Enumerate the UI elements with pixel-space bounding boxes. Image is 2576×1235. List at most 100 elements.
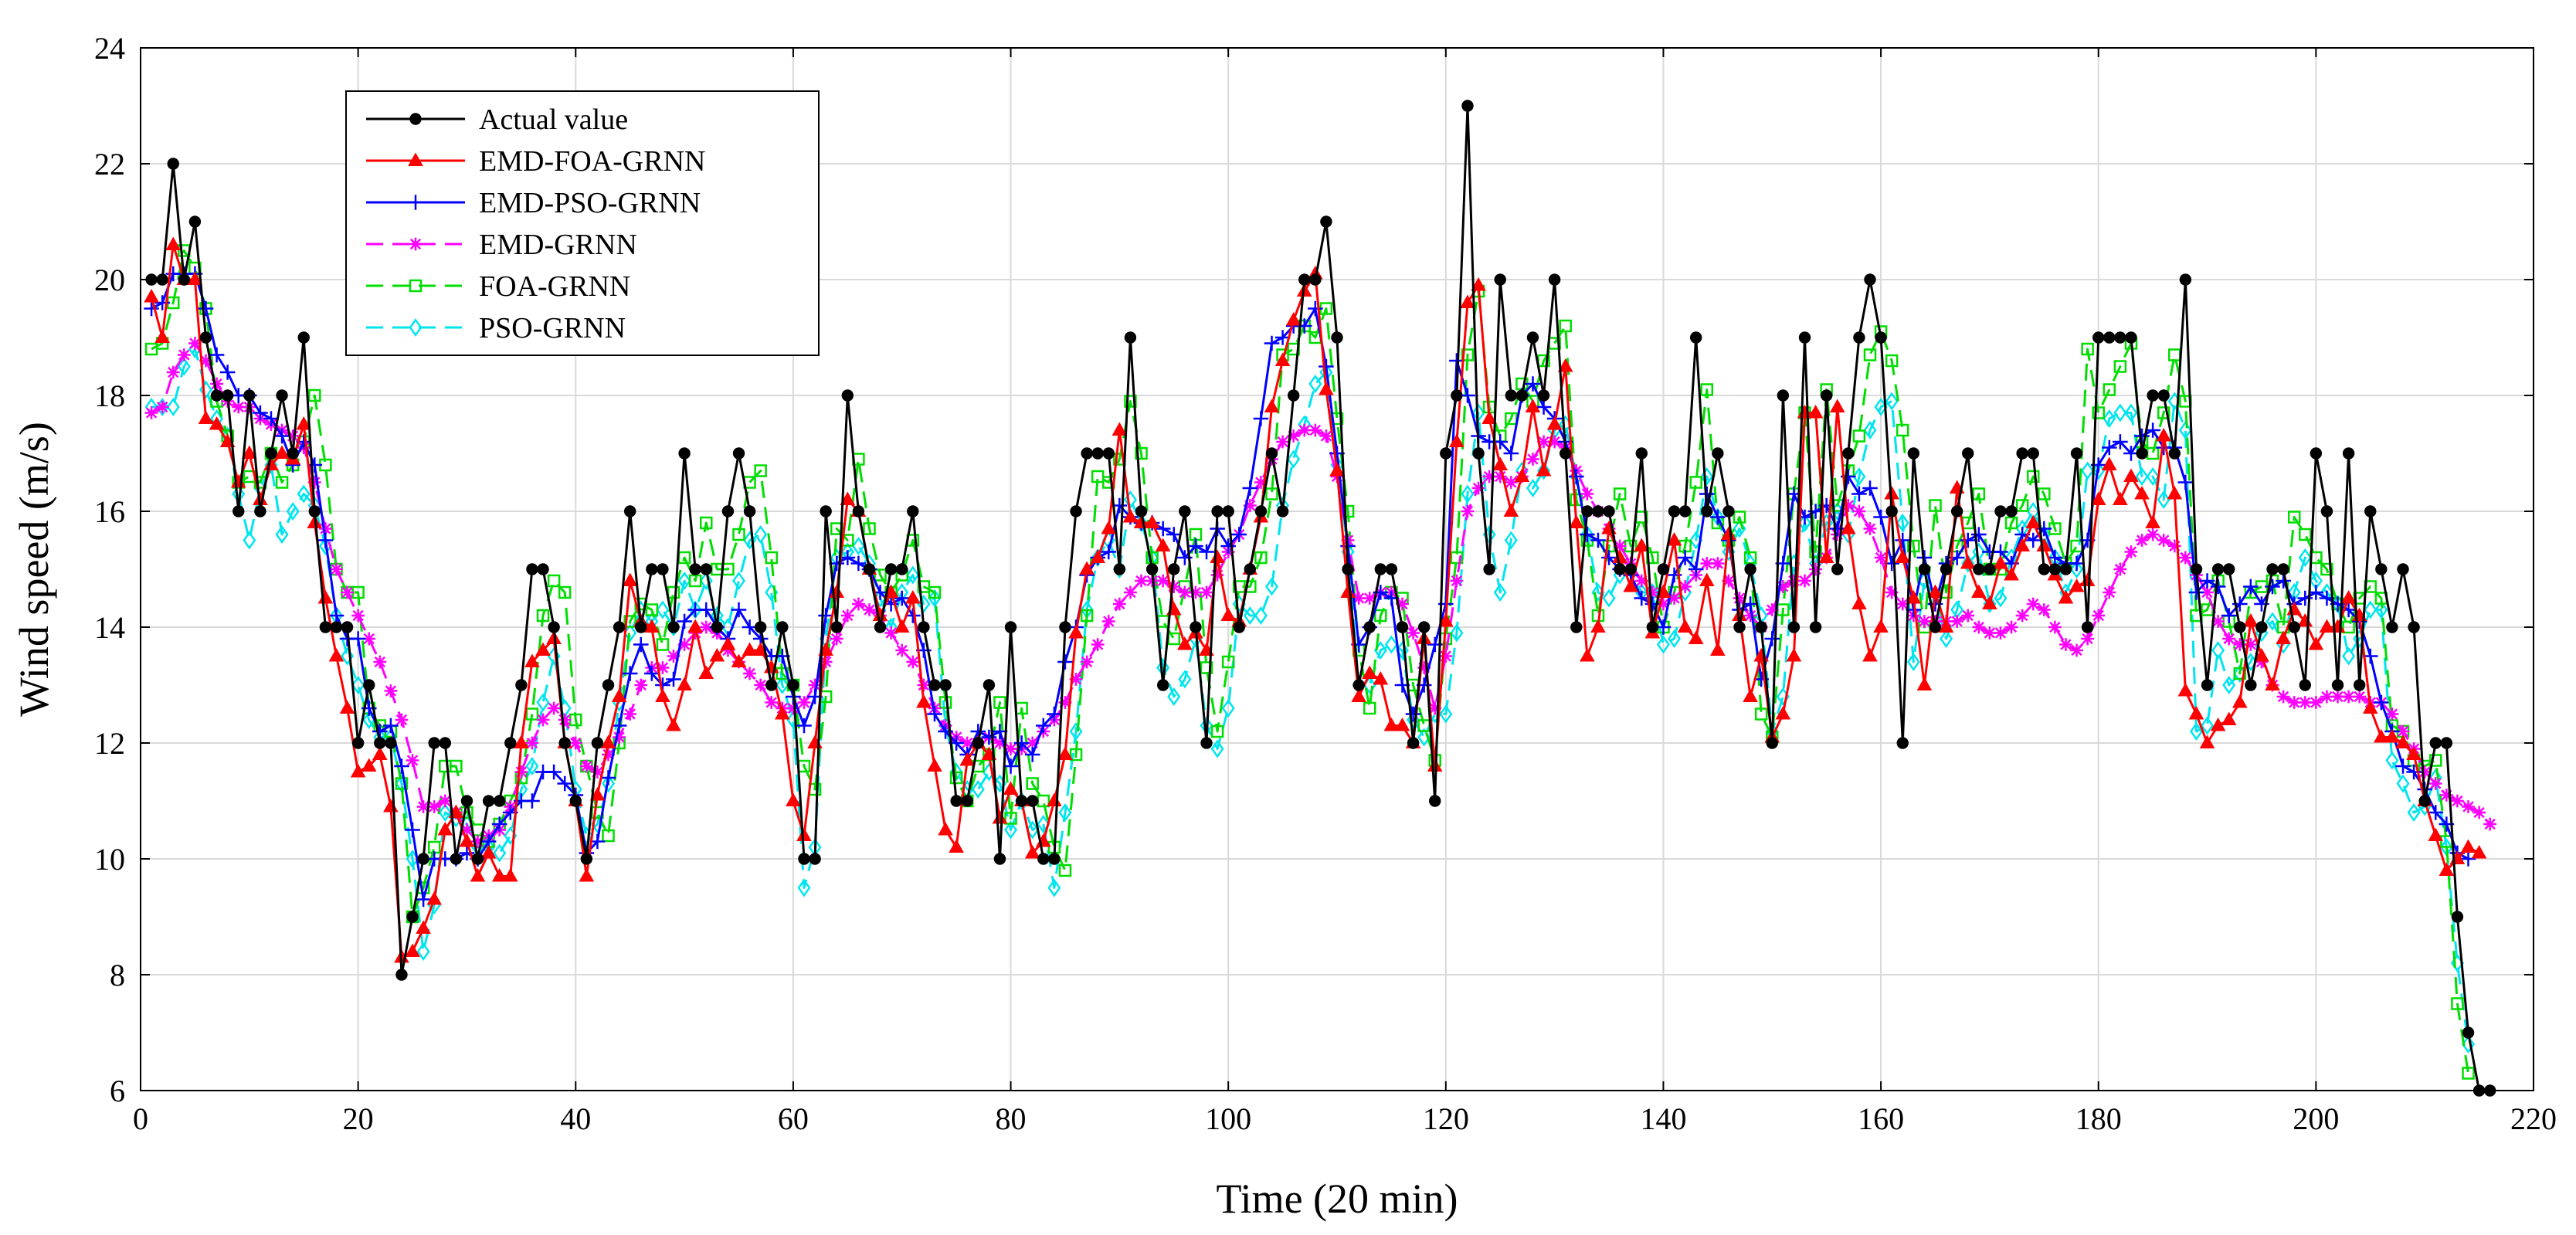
- data-point: [2342, 447, 2355, 460]
- data-point: [2090, 491, 2106, 505]
- data-point: [1614, 563, 1626, 575]
- data-point: [905, 608, 921, 623]
- data-point: [536, 693, 550, 712]
- data-point: [2092, 406, 2105, 419]
- data-point: [884, 626, 898, 640]
- data-point: [319, 621, 332, 633]
- data-point: [1896, 737, 1909, 749]
- data-point: [993, 696, 1006, 709]
- data-point: [395, 777, 409, 790]
- data-point: [798, 853, 810, 865]
- data-point: [1560, 447, 1572, 460]
- data-point: [634, 678, 648, 692]
- data-point: [1906, 590, 1922, 604]
- data-point: [2147, 389, 2159, 402]
- data-point: [1612, 549, 1627, 563]
- legend-label: EMD-FOA-GRNN: [479, 145, 705, 178]
- data-point: [482, 795, 495, 807]
- data-point: [580, 853, 593, 865]
- data-point: [416, 800, 430, 813]
- data-point: [2026, 597, 2040, 611]
- data-point: [275, 525, 289, 544]
- data-point: [1101, 521, 1117, 534]
- data-point: [1732, 607, 1747, 621]
- data-point: [1504, 476, 1518, 489]
- data-point: [1080, 655, 1094, 669]
- data-point: [1135, 446, 1148, 460]
- data-point: [1852, 429, 1866, 443]
- data-point: [613, 731, 626, 744]
- data-point: [493, 843, 507, 863]
- data-point: [2308, 585, 2324, 600]
- data-point: [1287, 450, 1301, 469]
- data-point: [383, 799, 399, 813]
- data-point: [1700, 383, 1714, 396]
- series-emd-grnn: [144, 337, 2497, 848]
- data-point: [198, 410, 214, 424]
- data-point: [198, 300, 214, 317]
- x-tick-label: 160: [1858, 1101, 1904, 1136]
- data-point: [2211, 615, 2225, 628]
- data-point: [1068, 625, 1084, 639]
- y-tick-label: 6: [110, 1074, 125, 1108]
- data-point: [536, 609, 550, 623]
- legend-marker: [408, 195, 423, 210]
- data-point: [1374, 609, 1387, 623]
- data-point: [2157, 389, 2170, 402]
- data-point: [2157, 534, 2170, 547]
- data-point: [754, 464, 767, 477]
- data-point: [1994, 626, 2008, 640]
- data-point: [210, 389, 223, 402]
- data-point: [950, 795, 962, 807]
- data-point: [1319, 358, 1334, 375]
- data-point: [2178, 421, 2192, 439]
- data-point: [547, 701, 561, 715]
- data-point: [2036, 538, 2052, 551]
- legend-marker: [409, 237, 423, 251]
- data-point: [1407, 737, 1420, 749]
- data-point: [2374, 694, 2389, 711]
- data-point: [274, 428, 290, 444]
- data-point: [917, 595, 931, 613]
- data-point: [1895, 549, 1911, 563]
- data-point: [720, 636, 736, 650]
- data-point: [1244, 563, 1257, 575]
- y-tick-label: 14: [94, 610, 125, 645]
- data-point: [2265, 677, 2280, 690]
- data-point: [1026, 736, 1040, 750]
- data-point: [700, 516, 713, 530]
- data-point: [1950, 615, 1964, 628]
- data-point: [1514, 468, 1530, 482]
- data-point: [1831, 563, 1844, 575]
- data-point: [1471, 481, 1485, 495]
- data-point: [144, 289, 159, 303]
- data-point: [1645, 585, 1659, 599]
- data-point: [981, 729, 997, 745]
- data-point: [2428, 777, 2442, 790]
- data-point: [1613, 539, 1627, 553]
- data-point: [253, 405, 268, 421]
- data-point: [601, 774, 616, 793]
- data-point: [786, 701, 800, 715]
- data-point: [459, 845, 475, 861]
- data-point: [1548, 435, 1562, 449]
- data-point: [177, 357, 191, 376]
- data-point: [1950, 505, 1963, 517]
- data-point: [2190, 563, 2203, 575]
- data-point: [1798, 331, 1811, 344]
- data-point: [1222, 505, 1234, 517]
- data-point: [2223, 563, 2235, 575]
- data-point: [1122, 509, 1139, 523]
- data-point: [1601, 550, 1617, 565]
- data-point: [721, 505, 735, 517]
- data-point: [765, 696, 779, 709]
- data-point: [1342, 563, 1354, 575]
- data-point: [1787, 574, 1800, 588]
- data-point: [1765, 603, 1779, 616]
- data-point: [579, 759, 593, 773]
- data-point: [243, 389, 256, 402]
- data-point: [1091, 638, 1105, 651]
- data-point: [2210, 718, 2226, 731]
- data-point: [1385, 563, 1398, 575]
- data-point: [2233, 667, 2247, 680]
